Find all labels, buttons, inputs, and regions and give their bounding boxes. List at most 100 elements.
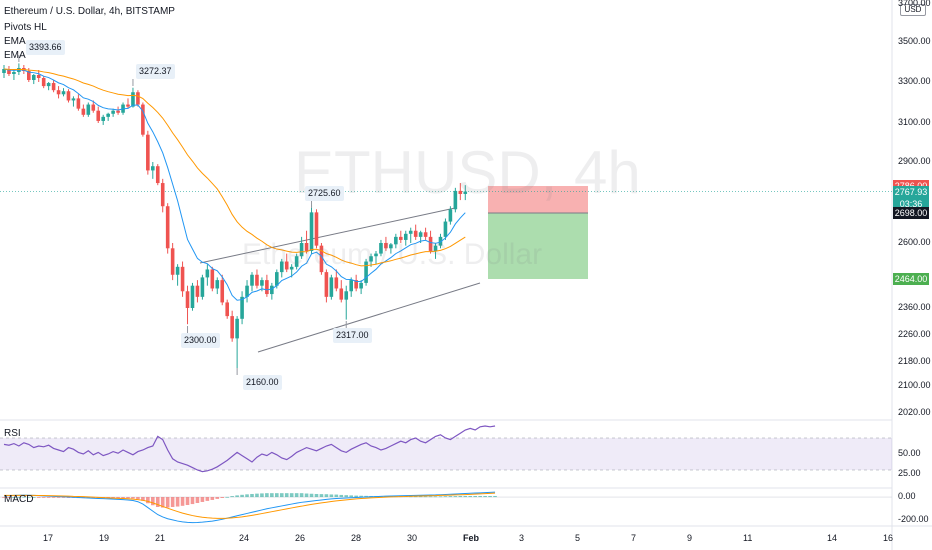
candle-body xyxy=(71,98,76,101)
macd-histogram-bar xyxy=(349,495,353,498)
candle-body xyxy=(111,110,115,114)
pivot-label-high: 3272.37 xyxy=(136,64,175,79)
time-axis-tick: 7 xyxy=(631,533,637,543)
ema-fast-line xyxy=(3,68,466,301)
indicator-pivots-hl[interactable]: Pivots HL xyxy=(4,22,47,33)
candle-body xyxy=(185,291,190,308)
macd-histogram-bar xyxy=(339,494,344,498)
macd-histogram-bar xyxy=(275,493,279,498)
candle-body xyxy=(260,280,264,286)
candle-body xyxy=(2,69,6,73)
macd-histogram-bar xyxy=(141,497,145,501)
candle-body xyxy=(284,261,289,270)
macd-histogram-bar xyxy=(289,493,294,498)
candle-body xyxy=(389,244,393,249)
time-axis-tick: 26 xyxy=(295,533,306,543)
time-axis-tick: 24 xyxy=(239,533,250,543)
macd-histogram-bar xyxy=(458,495,463,498)
price-axis-tick: 3300.00 xyxy=(898,76,931,86)
macd-histogram-bar xyxy=(27,496,31,498)
candle-body xyxy=(359,282,363,289)
macd-histogram-bar xyxy=(468,495,473,498)
rsi-tick: 25.00 xyxy=(898,468,921,478)
candle-body xyxy=(304,243,309,251)
macd-histogram-bar xyxy=(136,497,140,500)
candle-body xyxy=(399,236,403,240)
stop-loss-zone xyxy=(488,186,588,213)
candle-body xyxy=(220,280,225,303)
candle-body xyxy=(379,243,383,254)
macd-histogram-bar xyxy=(304,493,309,498)
candle-body xyxy=(225,302,229,317)
indicator-ema-1[interactable]: EMA xyxy=(4,36,26,47)
candle-body xyxy=(453,190,458,210)
candle-body xyxy=(329,277,334,297)
candle-body xyxy=(463,191,468,194)
macd-histogram-bar xyxy=(319,494,324,498)
candle-body xyxy=(334,277,339,289)
pivot-label-low: 2300.00 xyxy=(181,333,220,348)
rsi-label: RSI xyxy=(4,428,21,439)
macd-histogram-bar xyxy=(41,497,46,498)
macd-histogram-bar xyxy=(165,497,170,508)
time-axis-tick: 5 xyxy=(575,533,581,543)
macd-histogram-bar xyxy=(195,497,200,504)
candle-body xyxy=(374,253,378,257)
take-profit-zone xyxy=(488,212,588,279)
time-axis-tick: 16 xyxy=(883,533,894,543)
candle-body xyxy=(279,261,284,273)
price-axis-tick: 2900.00 xyxy=(898,156,931,166)
macd-histogram-bar xyxy=(210,497,215,500)
macd-histogram-bar xyxy=(438,496,443,498)
macd-histogram-bar xyxy=(250,493,254,498)
macd-histogram-bar xyxy=(324,494,329,498)
time-axis-tick: 14 xyxy=(827,533,838,543)
pivot-label-high: 2725.60 xyxy=(305,186,344,201)
macd-histogram-bar xyxy=(205,497,210,501)
rsi-tick: 50.00 xyxy=(898,448,921,458)
indicator-ema-2[interactable]: EMA xyxy=(4,50,26,61)
price-axis-tick: 3700.00 xyxy=(898,0,931,8)
candle-body xyxy=(448,209,453,222)
price-axis-tick: 3500.00 xyxy=(898,36,931,46)
macd-histogram-bar xyxy=(478,495,482,498)
candle-body xyxy=(394,236,398,245)
candle-body xyxy=(131,92,135,107)
macd-line xyxy=(3,491,496,524)
macd-histogram-bar xyxy=(160,497,165,508)
price-axis-tick: 2100.00 xyxy=(898,380,931,390)
macd-histogram-bar xyxy=(463,495,468,498)
candle-body xyxy=(7,69,11,74)
macd-histogram-bar xyxy=(483,495,487,498)
macd-histogram-bar xyxy=(121,497,125,499)
price-axis-tick: 2260.00 xyxy=(898,329,931,339)
pivot-label-low: 2317.00 xyxy=(333,328,372,343)
macd-histogram-bar xyxy=(423,496,428,498)
candle-body xyxy=(255,274,259,286)
macd-histogram-bar xyxy=(270,493,274,498)
currency-button[interactable]: USD xyxy=(900,4,926,16)
candle-body xyxy=(12,72,16,74)
candle-body xyxy=(428,236,433,251)
candle-body xyxy=(151,166,155,171)
candle-body xyxy=(344,291,349,300)
candle-body xyxy=(170,248,175,275)
macd-histogram-bar xyxy=(31,497,36,498)
macd-histogram-bar xyxy=(260,493,264,498)
macd-histogram-bar xyxy=(488,495,492,498)
candle-body xyxy=(141,104,145,135)
candle-body xyxy=(369,256,373,262)
macd-histogram-bar xyxy=(344,495,349,498)
symbol-title[interactable]: Ethereum / U.S. Dollar, 4h, BITSTAMP xyxy=(4,6,175,17)
macd-tick: -200.00 xyxy=(898,514,929,525)
candle-body xyxy=(61,91,66,95)
candle-body xyxy=(165,206,170,249)
macd-histogram-bar xyxy=(240,494,244,498)
macd-histogram-bar xyxy=(265,493,269,498)
candle-body xyxy=(175,266,180,275)
macd-histogram-bar xyxy=(359,495,363,498)
candle-body xyxy=(245,285,249,297)
candle-body xyxy=(76,98,81,109)
candle-body xyxy=(289,266,294,270)
